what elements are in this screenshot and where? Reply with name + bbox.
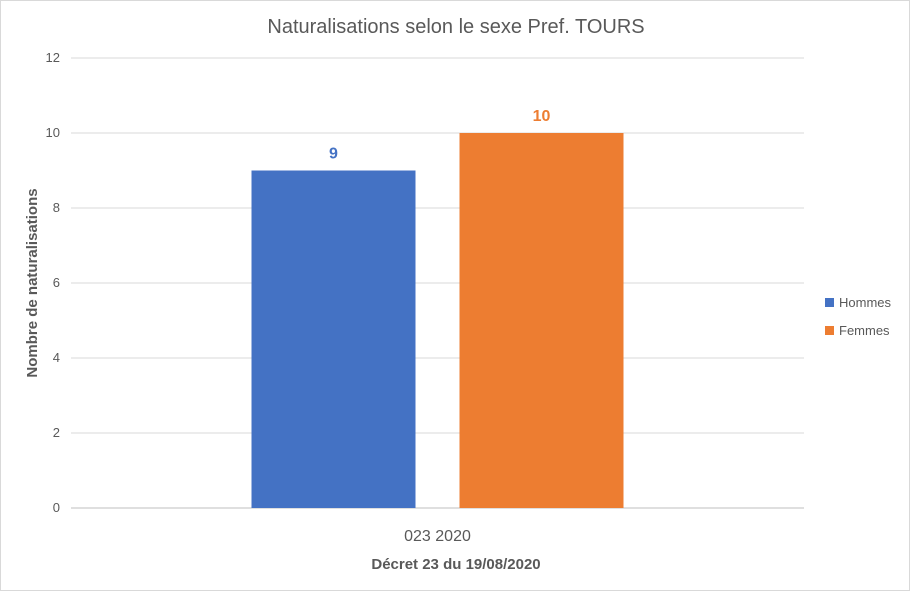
y-tick-label: 0 xyxy=(53,500,60,515)
data-label: 9 xyxy=(329,146,338,163)
legend-label: Hommes xyxy=(839,295,892,310)
x-axis-categories: 023 2020 xyxy=(404,528,471,545)
legend: Hommes Femmes xyxy=(825,295,892,338)
bar xyxy=(459,133,624,508)
y-axis-ticks: 0 2 4 6 8 10 12 xyxy=(46,50,60,515)
gridlines xyxy=(71,57,804,509)
bar xyxy=(251,170,416,508)
y-axis-title: Nombre de naturalisations xyxy=(24,188,41,377)
legend-swatch xyxy=(825,298,834,307)
x-axis-title: Décret 23 du 19/08/2020 xyxy=(371,556,540,573)
bars xyxy=(251,133,624,508)
y-tick-label: 12 xyxy=(46,50,60,65)
y-tick-label: 10 xyxy=(46,125,60,140)
y-tick-label: 6 xyxy=(53,275,60,290)
legend-swatch xyxy=(825,326,834,335)
data-label: 10 xyxy=(533,108,551,125)
y-tick-label: 2 xyxy=(53,425,60,440)
y-tick-label: 4 xyxy=(53,350,60,365)
chart-title: Naturalisations selon le sexe Pref. TOUR… xyxy=(267,16,644,38)
y-tick-label: 8 xyxy=(53,200,60,215)
legend-label: Femmes xyxy=(839,323,890,338)
x-category-label: 023 2020 xyxy=(404,528,471,545)
data-labels: 9 10 xyxy=(329,108,550,163)
